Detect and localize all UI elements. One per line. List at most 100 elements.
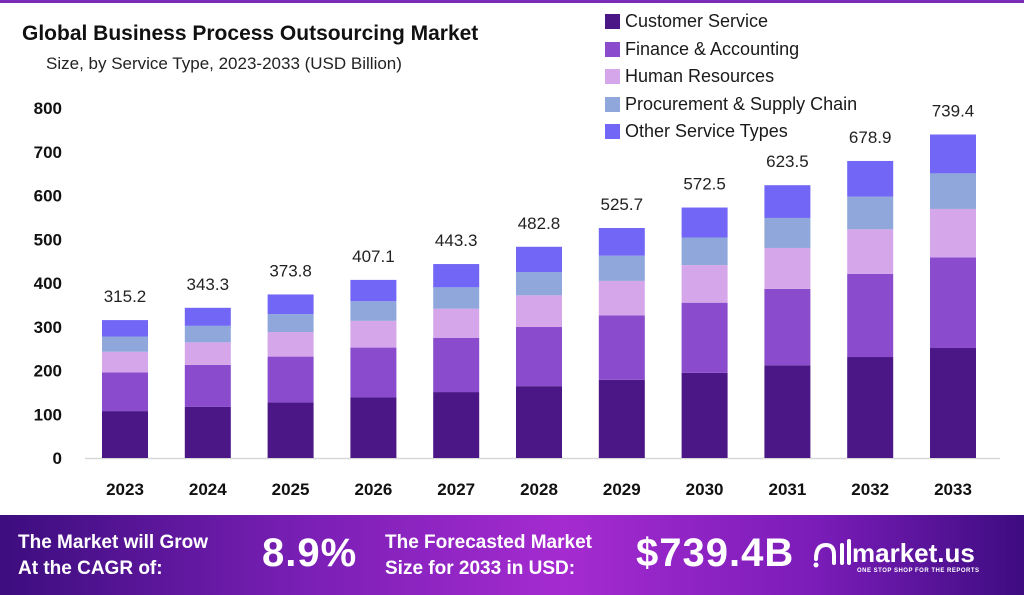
y-tick-label: 400 (34, 274, 62, 293)
bar-segment (598, 255, 645, 281)
bar-segment (433, 287, 480, 309)
market-us-logo: market.us ONE STOP SHOP FOR THE REPORTS (812, 537, 979, 574)
bar-segment (930, 257, 976, 349)
bar-segment (516, 386, 562, 458)
legend-label: Customer Service (625, 11, 769, 32)
x-tick-label: 2029 (603, 480, 641, 499)
bar-segment (184, 325, 231, 343)
bar-segment (681, 265, 728, 303)
bar-total-label: 407.1 (352, 247, 395, 266)
cagr-value: 8.9% (262, 531, 358, 575)
legend-label: Finance & Accounting (625, 38, 800, 59)
y-tick-label: 800 (34, 99, 62, 118)
bar-segment (598, 228, 645, 256)
bar-segment (930, 134, 976, 174)
y-tick-label: 0 (53, 449, 62, 468)
bar-segment (184, 307, 231, 326)
bar-segment (516, 295, 562, 328)
bar-segment (516, 272, 562, 296)
x-tick-label: 2031 (768, 480, 806, 499)
bar-segment (433, 308, 480, 338)
legend-label: Procurement & Supply Chain (625, 93, 858, 114)
bar-segment (681, 207, 728, 238)
brand-logo-icon (813, 539, 851, 568)
bar-segment (516, 246, 562, 273)
bar-segment (681, 237, 728, 266)
bar-segment (433, 264, 480, 288)
x-tick-label: 2028 (520, 480, 558, 499)
summary-banner: The Market will Grow At the CAGR of: 8.9… (0, 515, 1024, 595)
cagr-label-line1: The Market will Grow (18, 532, 209, 553)
bar-segment (184, 364, 231, 407)
legend-swatch (605, 69, 620, 85)
bar-segment (267, 402, 314, 458)
forecast-label-line2: Size for 2033 in USD: (385, 558, 576, 579)
legend-item: Finance & Accounting (605, 36, 857, 64)
bar-segment (598, 379, 645, 458)
bar-segment (267, 356, 314, 403)
bar-segment (598, 280, 645, 316)
x-tick-label: 2033 (934, 480, 972, 499)
y-tick-label: 100 (34, 405, 62, 424)
bar-segment (102, 411, 148, 458)
bar-segment (930, 348, 976, 458)
legend-swatch (605, 41, 620, 57)
forecast-value: $739.4B (636, 531, 795, 575)
bar-segment (267, 294, 314, 315)
legend-item: Human Resources (605, 63, 857, 91)
bar-segment (764, 365, 811, 458)
bar-segment (184, 342, 231, 365)
legend-swatch (605, 124, 620, 140)
x-tick-label: 2023 (106, 480, 144, 499)
legend-item: Procurement & Supply Chain (605, 91, 857, 119)
bar-total-label: 315.2 (104, 287, 147, 306)
bar-segment (267, 332, 314, 357)
bar-segment (350, 397, 397, 458)
cagr-label-line2: At the CAGR of: (18, 558, 163, 579)
bar-segment (267, 314, 314, 333)
chart-subtitle: Size, by Service Type, 2023-2033 (USD Bi… (46, 54, 402, 73)
legend-swatch (605, 96, 620, 112)
bar-total-label: 482.8 (518, 214, 561, 233)
bar-segment (764, 288, 811, 366)
y-tick-label: 600 (34, 187, 62, 206)
x-tick-label: 2025 (272, 480, 310, 499)
top-accent-line (0, 0, 1024, 3)
legend-item: Customer Service (605, 8, 857, 36)
bar-segment (102, 320, 148, 337)
bar-total-label: 678.9 (849, 128, 892, 147)
bar-segment (102, 351, 148, 373)
legend-item: Other Service Types (605, 118, 857, 146)
bar-segment (681, 302, 728, 373)
bar-segment (930, 208, 976, 258)
cagr-label: The Market will Grow At the CAGR of: (18, 530, 208, 582)
x-tick-label: 2030 (686, 480, 724, 499)
legend: Customer Service Finance & Accounting Huma… (605, 8, 857, 146)
forecast-label: The Forecasted Market Size for 2033 in U… (385, 530, 592, 582)
bar-segment (102, 336, 148, 352)
bar-total-label: 443.3 (435, 231, 478, 250)
bar-segment (184, 406, 231, 458)
chart-title: Global Business Process Outsourcing Mark… (22, 22, 479, 45)
bar-total-label: 623.5 (766, 152, 809, 171)
bar-segment (598, 315, 645, 380)
bar-segment (350, 320, 397, 348)
bar-segment (350, 279, 397, 302)
bar-segment (847, 273, 894, 358)
bar-segment (847, 196, 894, 230)
y-tick-label: 300 (34, 318, 62, 337)
bar-segment (930, 173, 976, 209)
legend-label: Other Service Types (625, 121, 788, 142)
x-tick-label: 2027 (437, 480, 475, 499)
bar-total-label: 572.5 (683, 175, 726, 194)
bar-segment (433, 392, 480, 458)
bar-total-label: 739.4 (932, 102, 975, 121)
y-tick-label: 200 (34, 362, 62, 381)
x-tick-label: 2032 (851, 480, 889, 499)
legend-label: Human Resources (625, 66, 775, 87)
bar-segment (433, 337, 480, 393)
x-tick-label: 2024 (189, 480, 227, 499)
bar-segment (847, 160, 894, 197)
y-tick-label: 700 (34, 143, 62, 162)
bar-total-label: 373.8 (269, 261, 312, 280)
